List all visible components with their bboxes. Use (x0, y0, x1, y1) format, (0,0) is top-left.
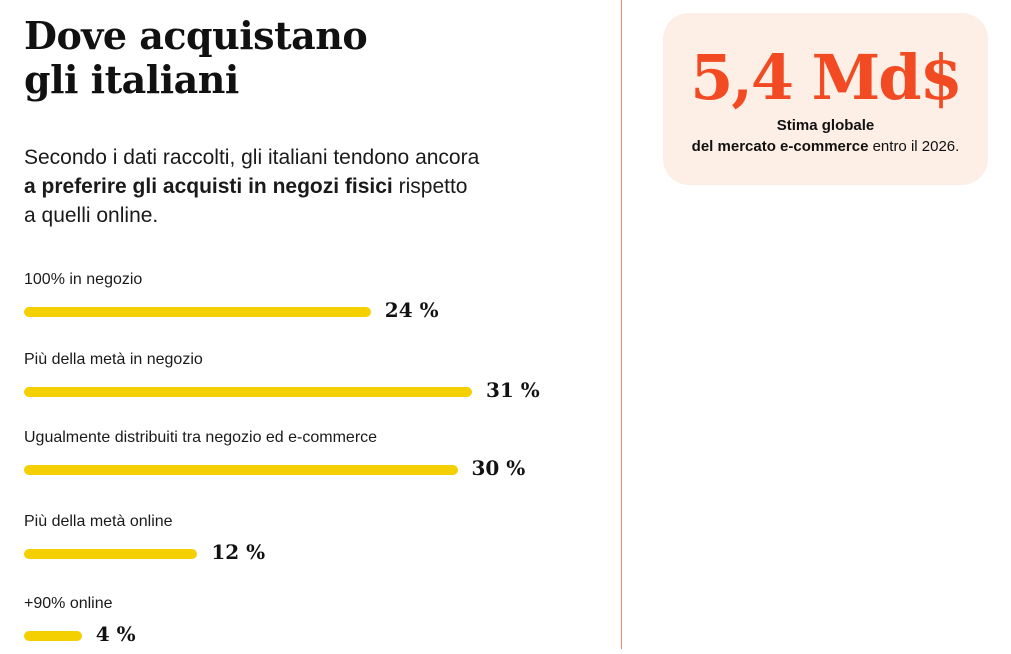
intro-text-part-3: a quelli online. (24, 204, 159, 227)
category-label: 100% in negozio (24, 271, 143, 288)
bar-value-label: 31 % (485, 378, 540, 402)
bar (24, 307, 371, 317)
intro-text-highlight: a preferire gli acquisti in negozi fisic… (24, 175, 393, 198)
bar-value-label: 24 % (384, 298, 439, 322)
shopping-channel-bar-chart: 100% in negozio 24 % Più della metà in neg… (24, 266, 584, 646)
chart-row: Più della metà in negozio 31 % (24, 350, 584, 410)
bar (24, 631, 82, 641)
category-label: Ugualmente distribuiti tra negozio ed e-… (24, 429, 378, 446)
column-divider (621, 0, 622, 649)
bar (24, 549, 198, 559)
chart-row: +90% online 4 % (24, 594, 584, 654)
stat-value: 5,4 Md$ (690, 41, 963, 114)
stat-caption-line-1: Stima globale (776, 117, 875, 134)
intro-text-part-2: rispetto (392, 175, 468, 198)
bar-value-label: 30 % (471, 456, 526, 480)
chart-row: Più della metà online 12 % (24, 512, 584, 572)
category-label: Più della metà in negozio (24, 351, 203, 368)
bar-value-label: 12 % (211, 540, 266, 564)
category-label: +90% online (24, 595, 113, 612)
chart-row: 100% in negozio 24 % (24, 270, 584, 330)
stat-caption-rest: entro il 2026. (868, 138, 960, 155)
ecommerce-stat-card: 5,4 Md$ Stima globale del mercato e-comm… (663, 13, 988, 185)
intro-text-part-1: Secondo i dati raccolti, gli italiani te… (24, 146, 480, 169)
category-label: Più della metà online (24, 513, 173, 530)
bar (24, 465, 458, 475)
page-title: Dove acquistano gli italiani (24, 13, 368, 102)
page-title-line-1: Dove acquistano (24, 13, 368, 58)
intro-text: Secondo i dati raccolti, gli italiani te… (24, 143, 564, 230)
bar (24, 387, 472, 397)
bar-value-label: 4 % (95, 622, 136, 646)
stat-caption: Stima globale del mercato e-commerce ent… (663, 115, 988, 157)
chart-row: Ugualmente distribuiti tra negozio ed e-… (24, 428, 584, 488)
stat-caption-bold: del mercato e-commerce (691, 138, 869, 155)
page-title-line-2: gli italiani (24, 57, 239, 102)
